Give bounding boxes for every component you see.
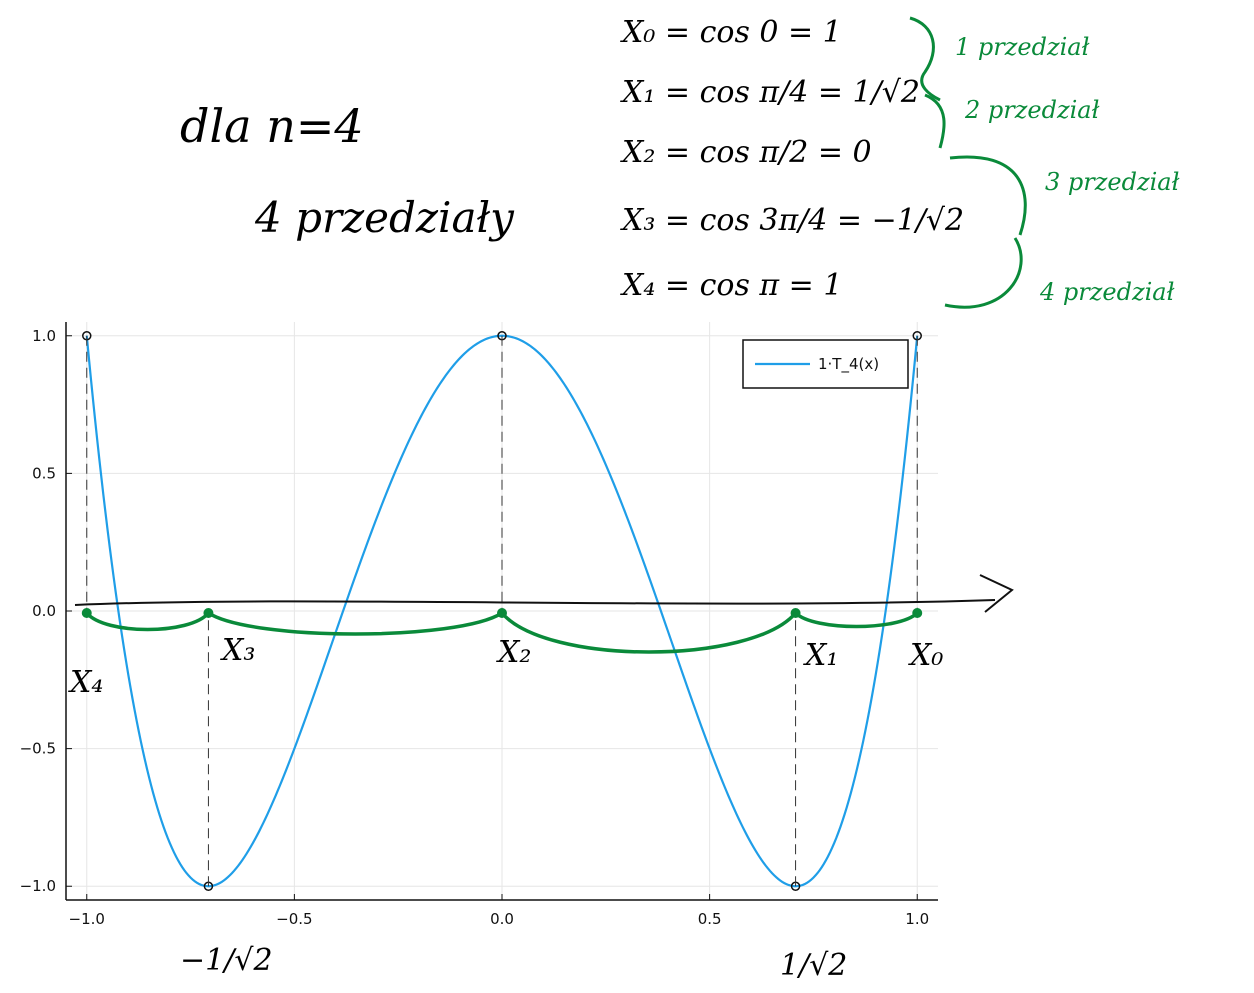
label-x2: X₂ — [496, 635, 531, 670]
x-tick-label: 1.0 — [905, 910, 929, 928]
y-tick-label: −0.5 — [20, 740, 56, 758]
handwritten-annotations: dla n=4 4 przedziały X₀ = cos 0 = 1 X₁ =… — [68, 15, 1180, 983]
legend: 1·T_4(x) — [742, 339, 909, 389]
brace-3 — [949, 155, 1027, 236]
brace-1 — [909, 16, 941, 102]
x-tick-label: −0.5 — [276, 910, 312, 928]
series-layer — [85, 334, 919, 888]
interval-arcs — [85, 611, 919, 654]
plot-area: −1.0 −0.5 0.0 0.5 1.0 1.0 0.5 0.0 −0.5 −1.0 — [20, 322, 938, 928]
formula-x1: X₁ = cos π/4 = 1/√2 — [620, 75, 920, 110]
brace-4 — [944, 237, 1023, 309]
label-x0: X₀ — [908, 638, 943, 673]
label-x3: X₃ — [220, 633, 255, 668]
x-tick-label: −1.0 — [69, 910, 105, 928]
x-tick-label: 0.5 — [698, 910, 722, 928]
label-minus-inv-sqrt2: −1/√2 — [180, 943, 273, 978]
interval-3: 3 przedział — [1045, 168, 1180, 196]
formula-x3: X₃ = cos 3π/4 = −1/√2 — [620, 203, 964, 238]
brace-2 — [924, 93, 946, 149]
formula-x4: X₄ = cos π = 1 — [620, 268, 842, 303]
heading-intervals: 4 przedziały — [254, 193, 515, 242]
label-x1: X₁ — [803, 638, 838, 673]
series-line-t4 — [85, 334, 919, 888]
interval-2: 2 przedział — [964, 96, 1100, 124]
tick-labels: −1.0 −0.5 0.0 0.5 1.0 1.0 0.5 0.0 −0.5 −1.0 — [20, 327, 930, 928]
interval-4: 4 przedział — [1039, 278, 1175, 306]
legend-label: 1·T_4(x) — [818, 355, 879, 374]
label-x4: X₄ — [68, 665, 103, 700]
y-tick-label: 1.0 — [32, 327, 56, 345]
label-inv-sqrt2: 1/√2 — [780, 948, 847, 983]
hand-drawn-axis — [74, 574, 1014, 613]
y-tick-label: −1.0 — [20, 877, 56, 895]
y-tick-label: 0.0 — [32, 602, 56, 620]
x-tick-label: 0.0 — [490, 910, 514, 928]
interval-1: 1 przedział — [955, 33, 1090, 61]
heading-n: dla n=4 — [180, 99, 364, 153]
formula-x0: X₀ = cos 0 = 1 — [620, 15, 842, 50]
y-tick-label: 0.5 — [32, 464, 56, 482]
formula-x2: X₂ = cos π/2 = 0 — [620, 135, 872, 170]
